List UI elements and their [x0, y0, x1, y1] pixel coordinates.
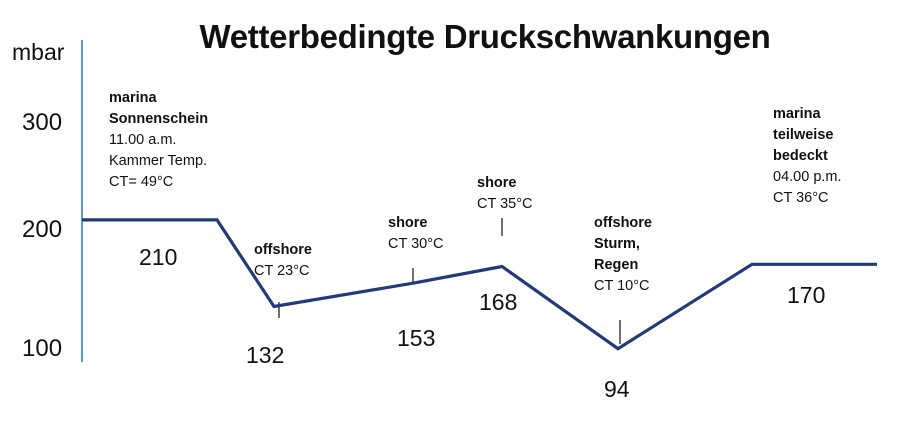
- annotation-shore-2: shore CT 35°C: [477, 173, 533, 215]
- annotation-line: CT 35°C: [477, 196, 533, 212]
- chart-title: Wetterbedingte Druckschwankungen: [199, 18, 771, 55]
- annotation-line: CT 23°C: [254, 263, 310, 279]
- annotation-line: offshore: [594, 215, 652, 231]
- y-tick-label: 200: [22, 216, 63, 243]
- annotation-end: marina teilweise bedeckt 04.00 p.m. CT 3…: [773, 104, 842, 209]
- annotation-shore-1: shore CT 30°C: [388, 213, 444, 255]
- data-label: 210: [139, 244, 178, 270]
- annotation-line: shore: [477, 175, 517, 191]
- annotation-line: CT 30°C: [388, 236, 444, 252]
- annotation-line: teilweise: [773, 127, 834, 143]
- series-line: [82, 218, 877, 351]
- annotation-line: bedeckt: [773, 148, 828, 164]
- annotation-line: Sturm,: [594, 236, 640, 252]
- data-label: 94: [604, 376, 630, 402]
- annotation-line: CT 36°C: [773, 190, 829, 206]
- y-tick-label: 300: [22, 109, 63, 136]
- annotation-line: Sonnenschein: [109, 111, 209, 127]
- data-label: 153: [397, 325, 436, 351]
- annotation-line: Regen: [594, 257, 639, 273]
- data-label: 170: [787, 282, 826, 308]
- annotation-line: offshore: [254, 242, 312, 258]
- annotation-offshore-1: offshore CT 23°C: [254, 240, 312, 282]
- y-tick-label: 100: [22, 335, 63, 362]
- annotation-line: CT 10°C: [594, 278, 650, 294]
- annotation-line: Kammer Temp.: [109, 153, 208, 169]
- annotation-line: marina: [773, 106, 821, 122]
- data-label: 132: [246, 342, 285, 368]
- annotation-start: marina Sonnenschein 11.00 a.m. Kammer Te…: [109, 88, 208, 193]
- annotation-line: 04.00 p.m.: [773, 169, 842, 185]
- annotation-line: 11.00 a.m.: [109, 132, 177, 148]
- data-label: 168: [479, 289, 518, 315]
- annotation-line: CT= 49°C: [109, 174, 174, 190]
- annotation-offshore-2: offshore Sturm, Regen CT 10°C: [594, 213, 652, 297]
- annotation-line: shore: [388, 215, 428, 231]
- y-axis-label: mbar: [12, 39, 65, 65]
- annotation-line: marina: [109, 90, 157, 106]
